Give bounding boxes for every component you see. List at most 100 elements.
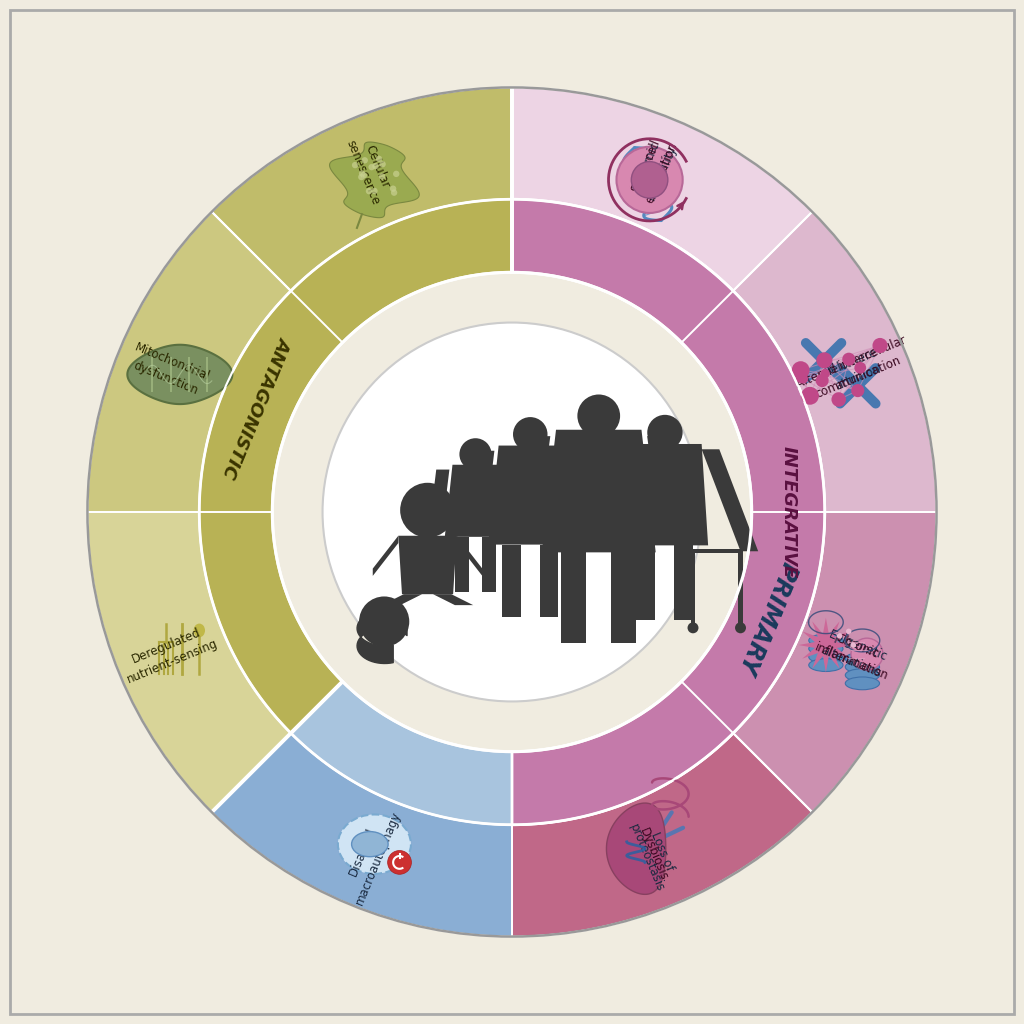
Polygon shape [330, 142, 419, 218]
Circle shape [851, 384, 864, 397]
Polygon shape [733, 512, 937, 812]
Circle shape [379, 173, 385, 179]
Polygon shape [512, 87, 812, 291]
Text: Disabled
macroautophagy: Disabled macroautophagy [337, 803, 402, 906]
Polygon shape [733, 212, 937, 512]
Polygon shape [561, 552, 586, 643]
Circle shape [361, 157, 368, 164]
Polygon shape [444, 465, 506, 537]
Polygon shape [382, 594, 422, 605]
Polygon shape [457, 536, 482, 575]
Polygon shape [637, 546, 655, 620]
Polygon shape [512, 200, 824, 824]
Polygon shape [566, 451, 594, 535]
Polygon shape [701, 450, 758, 551]
Circle shape [796, 372, 807, 383]
Ellipse shape [845, 660, 880, 674]
Ellipse shape [616, 146, 683, 213]
Circle shape [360, 172, 367, 178]
Circle shape [872, 338, 888, 353]
Polygon shape [512, 87, 812, 291]
Circle shape [820, 369, 829, 379]
Circle shape [801, 387, 819, 404]
Polygon shape [542, 430, 655, 552]
Text: Stem cell
exhaustion: Stem cell exhaustion [628, 133, 680, 205]
Circle shape [380, 161, 386, 167]
Polygon shape [622, 444, 709, 546]
Polygon shape [512, 733, 812, 937]
Circle shape [854, 361, 866, 374]
Circle shape [323, 323, 701, 701]
Polygon shape [200, 200, 512, 733]
Ellipse shape [809, 658, 843, 672]
Text: Mitochondrial
dysfunction: Mitochondrial dysfunction [127, 341, 212, 399]
Polygon shape [540, 545, 558, 617]
Polygon shape [799, 617, 853, 673]
Polygon shape [515, 436, 550, 541]
Circle shape [513, 417, 548, 452]
Polygon shape [488, 445, 572, 545]
Circle shape [792, 361, 810, 379]
Text: Deregulated
nutrient-sensing: Deregulated nutrient-sensing [119, 622, 220, 686]
Polygon shape [503, 545, 521, 617]
Polygon shape [87, 512, 291, 812]
Circle shape [372, 187, 378, 195]
Circle shape [843, 352, 855, 366]
Polygon shape [398, 536, 457, 594]
Polygon shape [610, 450, 633, 536]
Text: Cellular
senescence: Cellular senescence [343, 132, 397, 207]
Circle shape [846, 629, 851, 634]
Circle shape [358, 174, 365, 180]
Polygon shape [212, 87, 512, 291]
Ellipse shape [809, 650, 843, 664]
Polygon shape [87, 212, 291, 512]
Circle shape [359, 596, 410, 647]
Polygon shape [606, 803, 666, 894]
Text: Dysbiosis: Dysbiosis [637, 826, 671, 883]
Circle shape [393, 171, 399, 177]
Text: PRIMARY: PRIMARY [733, 558, 801, 678]
Circle shape [816, 374, 828, 387]
Ellipse shape [809, 642, 843, 655]
Bar [693, 549, 740, 553]
Polygon shape [373, 536, 398, 575]
Ellipse shape [194, 624, 205, 637]
Text: Telomere
attrition: Telomere attrition [824, 346, 885, 394]
Polygon shape [467, 451, 495, 535]
Ellipse shape [351, 831, 388, 857]
Ellipse shape [845, 652, 880, 666]
Circle shape [578, 394, 621, 437]
Circle shape [816, 352, 833, 369]
Bar [691, 551, 695, 628]
Circle shape [799, 374, 808, 384]
Text: Altered intercellular
communication: Altered intercellular communication [795, 334, 914, 407]
Polygon shape [733, 212, 937, 512]
Bar [738, 551, 742, 628]
Circle shape [837, 633, 843, 639]
Circle shape [647, 415, 683, 451]
Circle shape [687, 623, 698, 633]
Ellipse shape [809, 634, 843, 647]
Text: Loss of
proteostasis: Loss of proteostasis [627, 816, 681, 894]
Ellipse shape [851, 638, 883, 670]
Circle shape [373, 163, 379, 169]
Text: Chronic
inflammation: Chronic inflammation [813, 626, 897, 683]
Circle shape [831, 392, 846, 407]
Circle shape [851, 642, 856, 648]
Polygon shape [212, 733, 512, 937]
Circle shape [369, 164, 375, 170]
Polygon shape [647, 436, 682, 541]
Circle shape [735, 623, 746, 633]
Text: Epigenetic
alterations: Epigenetic alterations [819, 628, 890, 680]
Text: ANTAGONISTIC: ANTAGONISTIC [219, 333, 294, 479]
Circle shape [352, 162, 358, 168]
Polygon shape [502, 470, 522, 529]
Circle shape [390, 185, 396, 191]
Ellipse shape [632, 162, 668, 198]
Circle shape [391, 189, 397, 196]
Ellipse shape [845, 669, 880, 682]
Polygon shape [482, 537, 496, 592]
Ellipse shape [338, 814, 411, 873]
Circle shape [366, 188, 372, 195]
Polygon shape [675, 546, 693, 620]
